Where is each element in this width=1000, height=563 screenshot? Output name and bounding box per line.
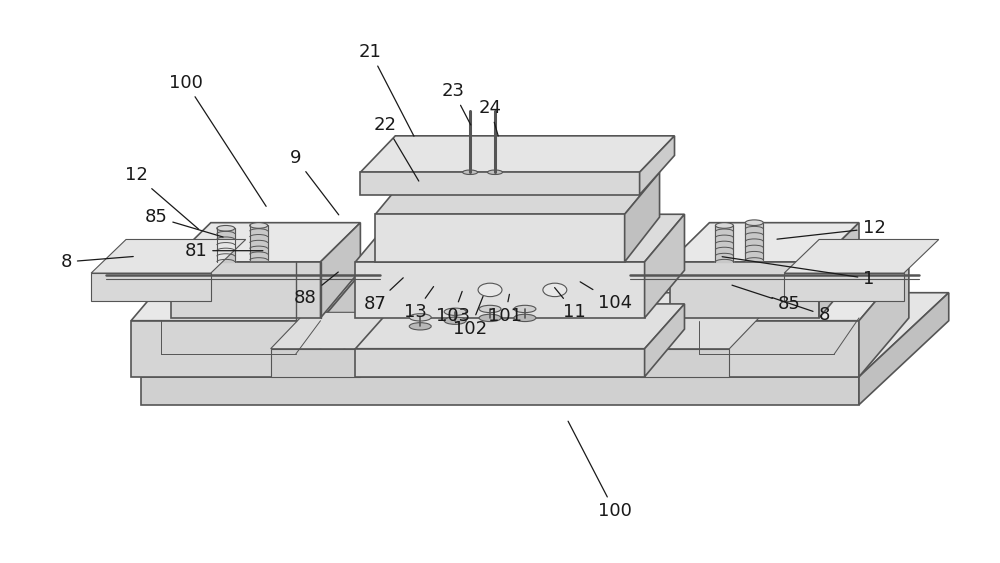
Text: 85: 85	[732, 285, 801, 313]
Polygon shape	[670, 223, 859, 262]
Text: 22: 22	[374, 115, 419, 181]
Polygon shape	[640, 348, 729, 377]
Ellipse shape	[444, 308, 466, 315]
Text: 8: 8	[61, 253, 133, 271]
Polygon shape	[91, 273, 211, 301]
Polygon shape	[640, 312, 764, 348]
Text: 87: 87	[364, 278, 403, 313]
Circle shape	[543, 283, 567, 297]
Ellipse shape	[479, 305, 501, 312]
Polygon shape	[320, 262, 370, 377]
Text: 104: 104	[580, 282, 632, 312]
Text: 11: 11	[555, 288, 586, 321]
Text: 101: 101	[488, 294, 522, 325]
Ellipse shape	[514, 305, 536, 312]
Polygon shape	[360, 136, 675, 172]
Polygon shape	[355, 348, 645, 377]
Text: 21: 21	[359, 43, 414, 136]
Polygon shape	[271, 312, 395, 348]
Text: 103: 103	[436, 292, 470, 325]
Ellipse shape	[514, 314, 536, 321]
Text: 102: 102	[453, 296, 487, 338]
Text: 23: 23	[442, 82, 471, 125]
Polygon shape	[141, 293, 949, 377]
Ellipse shape	[409, 314, 431, 321]
Polygon shape	[271, 348, 360, 377]
Ellipse shape	[488, 170, 502, 175]
Ellipse shape	[444, 317, 466, 324]
Polygon shape	[625, 172, 660, 262]
Text: 85: 85	[145, 208, 223, 237]
Polygon shape	[320, 223, 360, 318]
Polygon shape	[171, 262, 320, 318]
Polygon shape	[784, 239, 939, 273]
Polygon shape	[784, 273, 904, 301]
Ellipse shape	[409, 323, 431, 330]
Ellipse shape	[463, 170, 478, 175]
Polygon shape	[360, 172, 640, 195]
Text: 12: 12	[125, 166, 199, 229]
Text: 1: 1	[722, 257, 875, 288]
Ellipse shape	[479, 314, 501, 321]
Polygon shape	[859, 293, 949, 405]
Text: 81: 81	[184, 242, 263, 260]
Polygon shape	[91, 239, 246, 273]
Text: 9: 9	[290, 149, 339, 215]
Text: 24: 24	[479, 99, 502, 136]
Text: 12: 12	[777, 219, 885, 239]
Polygon shape	[670, 262, 909, 321]
Ellipse shape	[250, 223, 268, 228]
Text: 8: 8	[772, 297, 830, 324]
Polygon shape	[171, 223, 360, 262]
Polygon shape	[645, 215, 684, 318]
Ellipse shape	[745, 220, 763, 225]
Ellipse shape	[715, 223, 733, 228]
Polygon shape	[141, 377, 859, 405]
Polygon shape	[355, 215, 684, 262]
Polygon shape	[355, 304, 684, 348]
Text: 88: 88	[294, 272, 338, 307]
Ellipse shape	[217, 225, 235, 231]
Text: 13: 13	[404, 287, 434, 321]
Polygon shape	[670, 321, 859, 377]
Polygon shape	[131, 321, 320, 377]
Polygon shape	[645, 304, 684, 377]
Text: 100: 100	[169, 74, 266, 206]
Polygon shape	[670, 262, 819, 318]
Text: 100: 100	[568, 421, 632, 520]
Polygon shape	[859, 262, 909, 377]
Polygon shape	[819, 223, 859, 318]
Polygon shape	[131, 262, 370, 321]
Polygon shape	[375, 215, 625, 262]
Polygon shape	[355, 262, 645, 318]
Polygon shape	[375, 172, 660, 215]
Polygon shape	[640, 136, 675, 195]
Circle shape	[478, 283, 502, 297]
